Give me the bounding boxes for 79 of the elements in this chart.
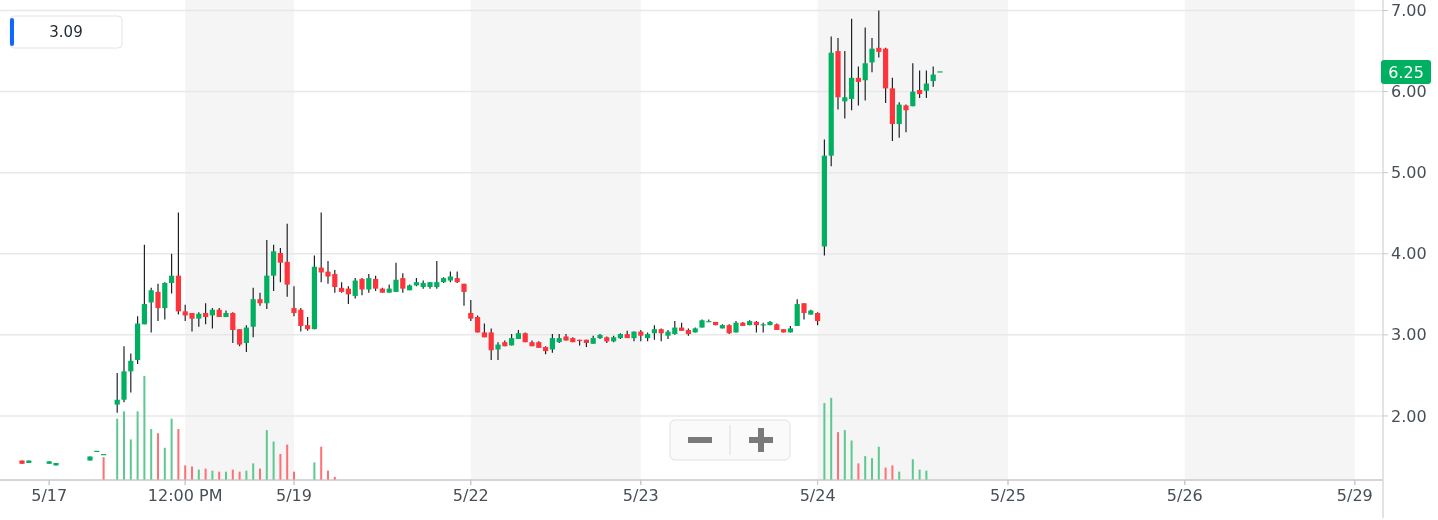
bar	[102, 457, 105, 480]
bar	[252, 463, 255, 480]
bar	[129, 439, 132, 480]
candlestick	[842, 50, 848, 119]
bar	[850, 440, 853, 480]
candlestick	[849, 18, 855, 111]
x-tick-label: 5/23	[622, 486, 659, 505]
candlestick	[243, 324, 249, 353]
candlestick	[903, 103, 909, 133]
candlestick	[366, 273, 372, 294]
bar	[177, 429, 180, 480]
bar	[857, 463, 860, 480]
bar	[891, 465, 894, 480]
candlestick	[230, 311, 236, 344]
bar	[911, 459, 914, 480]
candlestick	[794, 298, 800, 327]
bar	[157, 433, 159, 480]
bar	[136, 411, 139, 480]
candlestick	[141, 244, 147, 325]
bar	[843, 430, 846, 480]
bar	[116, 418, 119, 480]
y-tick-label: 6.00	[1391, 82, 1427, 102]
bar	[191, 466, 193, 480]
bar	[170, 418, 173, 480]
candlestick	[284, 223, 290, 298]
candlestick	[488, 327, 494, 361]
candlestick	[923, 69, 929, 99]
bar	[143, 376, 146, 480]
bar	[163, 447, 166, 480]
bar	[265, 430, 268, 480]
x-tick-label: 5/26	[1166, 486, 1203, 505]
candlestick	[257, 292, 263, 307]
x-tick-label: 5/17	[31, 486, 68, 505]
candlestick	[148, 287, 154, 334]
candlestick	[155, 283, 161, 322]
candlestick	[277, 247, 283, 283]
candlestick	[549, 333, 555, 354]
candlestick	[876, 9, 882, 59]
y-tick-label: 5.00	[1391, 163, 1427, 183]
y-tick-label: 4.00	[1391, 244, 1427, 264]
x-tick-label: 5/25	[990, 486, 1026, 505]
candlestick	[855, 65, 861, 107]
x-tick-label: 5/22	[452, 486, 489, 505]
x-tick-label: 5/29	[1336, 486, 1373, 505]
bar	[320, 446, 323, 480]
bar	[823, 403, 826, 480]
candlestick	[114, 372, 120, 414]
candlestick	[862, 26, 868, 102]
candlestick	[169, 253, 175, 295]
bar	[184, 465, 187, 480]
candlestick	[910, 62, 916, 107]
bar	[871, 458, 873, 480]
bar	[150, 429, 153, 480]
y-tick-label: 7.00	[1391, 1, 1427, 21]
candlestick	[203, 302, 209, 325]
bar	[830, 397, 833, 480]
annotation: 3.09	[49, 23, 83, 42]
bar	[279, 454, 282, 480]
bar	[313, 462, 316, 480]
bar	[864, 456, 867, 480]
candlestick	[869, 37, 875, 73]
x-tick-label: 5/19	[276, 486, 312, 505]
candlestick	[352, 277, 358, 299]
text: 6.25	[1388, 62, 1424, 82]
candlestick	[468, 299, 474, 322]
bar	[272, 441, 275, 480]
bar	[877, 446, 880, 480]
candlestick	[400, 272, 406, 294]
bar	[286, 444, 289, 480]
candlestick	[896, 101, 902, 139]
candlestick	[128, 352, 134, 394]
bar	[123, 411, 125, 480]
x-tick-label: 5/24	[799, 486, 836, 505]
candlestick	[495, 341, 501, 361]
x-tick-label: 12:00 PM	[147, 486, 223, 505]
candlestick	[917, 69, 923, 99]
y-tick-label: 3.00	[1391, 325, 1427, 345]
bar	[837, 432, 839, 480]
y-tick-label: 2.00	[1391, 406, 1427, 426]
